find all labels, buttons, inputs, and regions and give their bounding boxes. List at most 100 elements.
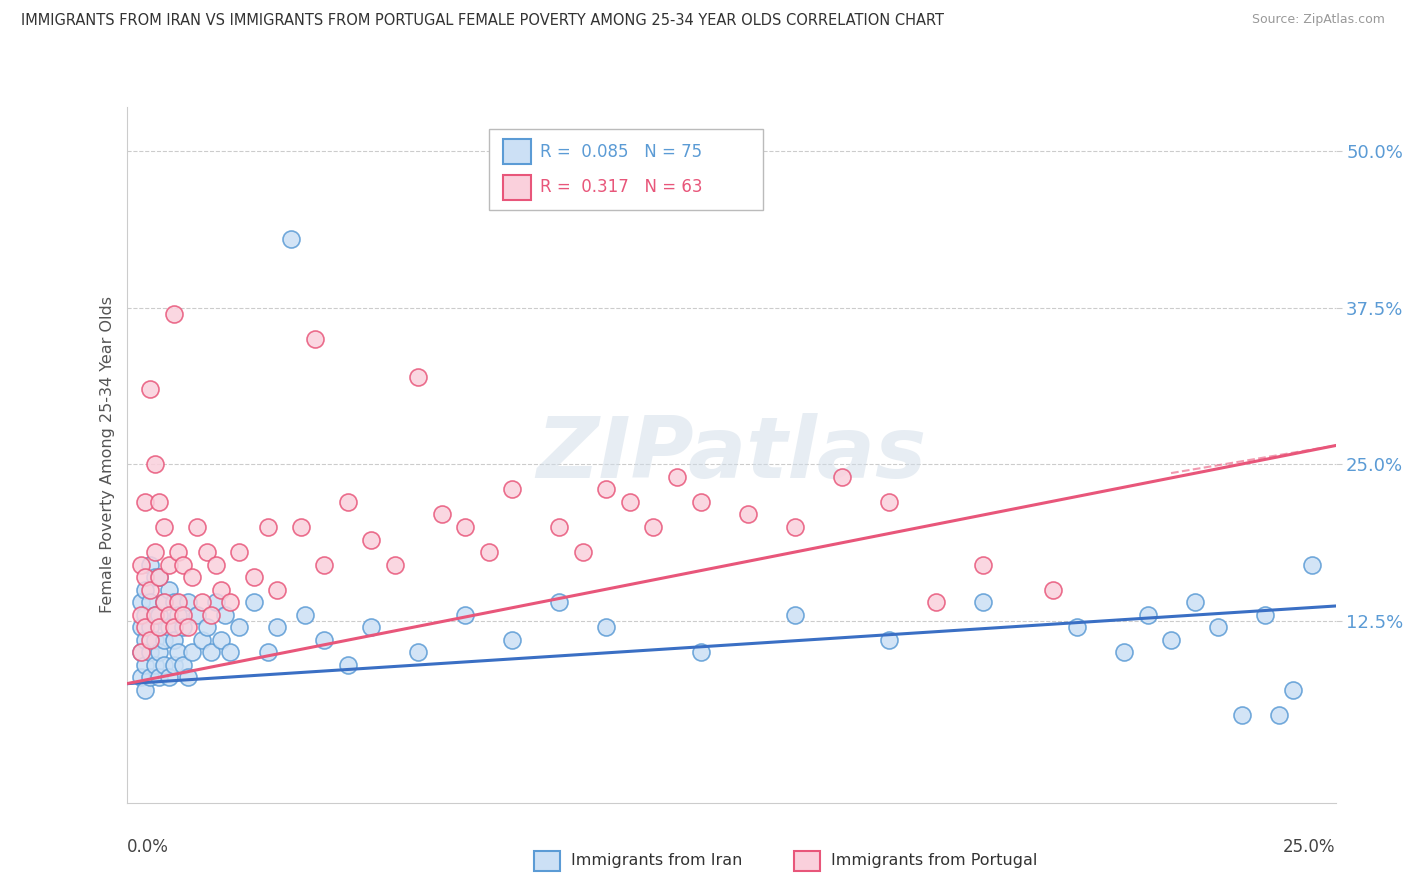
Point	[737, 508, 759, 522]
Point	[430, 508, 453, 522]
Point	[148, 620, 170, 634]
Point	[454, 607, 477, 622]
Point	[831, 470, 853, 484]
Point	[181, 645, 204, 659]
Point	[162, 307, 184, 321]
Point	[972, 558, 994, 572]
Point	[595, 620, 617, 634]
Point	[148, 570, 170, 584]
Point	[205, 595, 228, 609]
Text: Immigrants from Iran: Immigrants from Iran	[571, 854, 742, 868]
Point	[384, 558, 406, 572]
Point	[139, 595, 162, 609]
Point	[129, 558, 152, 572]
Point	[162, 632, 184, 647]
Point	[360, 533, 382, 547]
Point	[134, 582, 156, 597]
Text: IMMIGRANTS FROM IRAN VS IMMIGRANTS FROM PORTUGAL FEMALE POVERTY AMONG 25-34 YEAR: IMMIGRANTS FROM IRAN VS IMMIGRANTS FROM …	[21, 13, 943, 29]
Point	[406, 369, 429, 384]
Point	[304, 332, 326, 346]
Point	[162, 657, 184, 672]
Point	[501, 483, 523, 497]
Y-axis label: Female Poverty Among 25-34 Year Olds: Female Poverty Among 25-34 Year Olds	[100, 296, 115, 614]
Point	[186, 607, 208, 622]
Point	[134, 570, 156, 584]
Point	[143, 657, 166, 672]
Point	[290, 520, 312, 534]
Point	[336, 657, 359, 672]
Point	[139, 632, 162, 647]
Point	[214, 607, 236, 622]
Point	[172, 620, 194, 634]
Point	[129, 607, 152, 622]
Text: R =  0.317   N = 63: R = 0.317 N = 63	[540, 178, 703, 196]
Point	[167, 645, 190, 659]
Point	[153, 595, 176, 609]
Point	[314, 632, 336, 647]
Point	[148, 570, 170, 584]
Point	[157, 620, 180, 634]
Point	[689, 645, 711, 659]
Point	[1066, 620, 1088, 634]
Point	[689, 495, 711, 509]
Point	[1160, 632, 1182, 647]
Point	[501, 632, 523, 647]
Point	[228, 620, 250, 634]
Point	[454, 520, 477, 534]
Point	[162, 620, 184, 634]
Point	[172, 558, 194, 572]
Point	[186, 520, 208, 534]
Point	[256, 520, 278, 534]
Point	[1136, 607, 1159, 622]
Point	[129, 670, 152, 684]
Text: ZIPatlas: ZIPatlas	[536, 413, 927, 497]
Point	[177, 595, 200, 609]
Point	[153, 520, 176, 534]
Point	[157, 670, 180, 684]
Point	[167, 595, 190, 609]
Point	[643, 520, 665, 534]
Text: Source: ZipAtlas.com: Source: ZipAtlas.com	[1251, 13, 1385, 27]
Point	[129, 620, 152, 634]
Point	[219, 595, 242, 609]
Point	[148, 670, 170, 684]
Point	[195, 545, 218, 559]
Point	[242, 595, 264, 609]
Point	[148, 607, 170, 622]
Point	[783, 520, 806, 534]
Point	[139, 382, 162, 396]
Point	[157, 582, 180, 597]
Point	[143, 607, 166, 622]
Point	[666, 470, 689, 484]
Text: Immigrants from Portugal: Immigrants from Portugal	[831, 854, 1038, 868]
Point	[1268, 708, 1291, 723]
Point	[280, 232, 302, 246]
Point	[134, 657, 156, 672]
Point	[200, 645, 222, 659]
Point	[134, 683, 156, 698]
Point	[153, 657, 176, 672]
Point	[1112, 645, 1135, 659]
Point	[139, 620, 162, 634]
Point	[134, 607, 156, 622]
Point	[266, 582, 288, 597]
Point	[205, 558, 228, 572]
Point	[148, 495, 170, 509]
Point	[228, 545, 250, 559]
Point	[191, 595, 214, 609]
Point	[191, 632, 214, 647]
Point	[256, 645, 278, 659]
Point	[181, 570, 204, 584]
Point	[139, 670, 162, 684]
Point	[294, 607, 316, 622]
Point	[153, 632, 176, 647]
Point	[177, 670, 200, 684]
Point	[195, 620, 218, 634]
Point	[153, 595, 176, 609]
Point	[1184, 595, 1206, 609]
Point	[143, 545, 166, 559]
Point	[1254, 607, 1277, 622]
Point	[1230, 708, 1253, 723]
Point	[200, 607, 222, 622]
Point	[162, 595, 184, 609]
